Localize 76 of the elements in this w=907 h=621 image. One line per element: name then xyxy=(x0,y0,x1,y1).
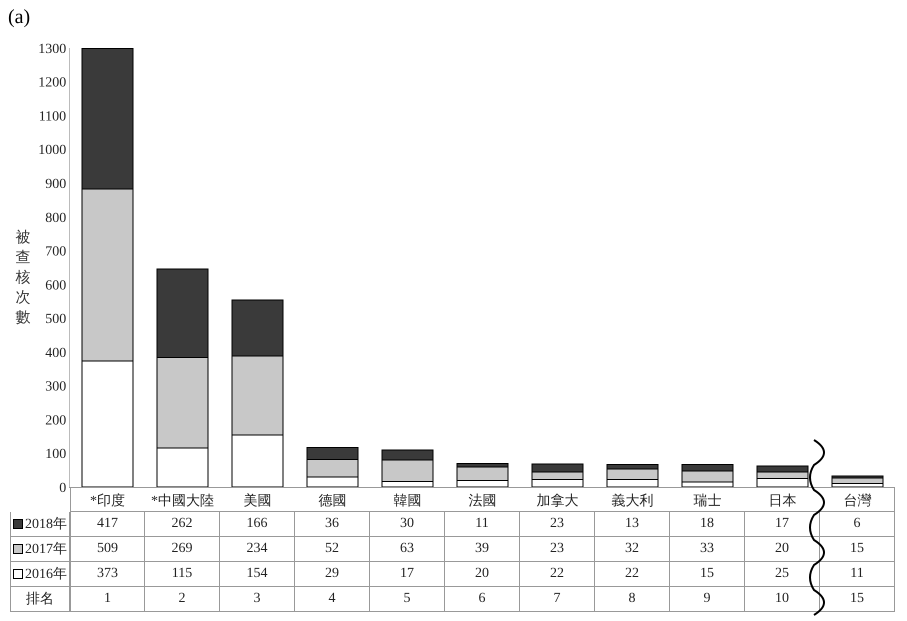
data-label: 166 xyxy=(220,512,295,537)
x-tick-label: 美國 xyxy=(244,492,272,509)
x-tick-label: 加拿大 xyxy=(536,492,578,509)
bar xyxy=(832,478,884,484)
data-label: 509 xyxy=(70,537,145,562)
data-label: 15 xyxy=(670,562,745,587)
data-label: 36 xyxy=(295,512,370,537)
text: 排名 xyxy=(10,587,70,612)
y-tick-label: 1100 xyxy=(38,109,66,124)
text: 1 xyxy=(70,587,145,612)
y-tick-label: 500 xyxy=(45,312,66,328)
y-axis-title: 被查核次數 xyxy=(14,228,32,328)
text: 9 xyxy=(670,587,745,612)
data-label: 417 xyxy=(70,512,145,537)
legend-label: 2018年 xyxy=(25,516,67,533)
data-label: 13 xyxy=(595,512,670,537)
text: 4 xyxy=(295,587,370,612)
text: 7 xyxy=(520,587,595,612)
data-label: 115 xyxy=(145,562,220,587)
data-label: 23 xyxy=(520,537,595,562)
y-tick-label: 300 xyxy=(45,380,66,395)
data-label: 32 xyxy=(595,537,670,562)
y-tick-label: 1000 xyxy=(38,143,66,158)
data-label: 25 xyxy=(745,562,820,587)
y-tick-label: 1300 xyxy=(38,42,66,57)
text: 15 xyxy=(820,587,895,612)
data-label: 18 xyxy=(670,512,745,537)
x-tick-label: *印度 xyxy=(90,492,125,509)
data-label: 20 xyxy=(745,537,820,562)
data-label: 269 xyxy=(145,537,220,562)
chart-title: (a) xyxy=(8,6,30,29)
data-label: 52 xyxy=(295,537,370,562)
y-tick-label: 900 xyxy=(45,176,66,192)
y-tick-label: 700 xyxy=(45,244,66,260)
x-tick-label: 台灣 xyxy=(844,492,872,509)
data-label: 17 xyxy=(745,512,820,537)
y-tick-label: 800 xyxy=(45,210,66,226)
x-tick-label: 韓國 xyxy=(394,492,422,509)
data-label: 20 xyxy=(445,562,520,587)
data-label: 39 xyxy=(445,537,520,562)
x-tick-label: 義大利 xyxy=(612,492,654,509)
text: 3 xyxy=(220,587,295,612)
data-label: 6 xyxy=(820,512,895,537)
y-tick-label: 400 xyxy=(45,346,66,361)
text: 8 xyxy=(595,587,670,612)
y-tick-label: 0 xyxy=(59,480,66,496)
data-label: 30 xyxy=(370,512,445,537)
legend-label: 2017年 xyxy=(25,540,67,558)
data-label: 22 xyxy=(595,562,670,587)
data-label: 373 xyxy=(70,562,145,587)
data-label: 23 xyxy=(520,512,595,537)
text: 5 xyxy=(370,587,445,612)
y-tick-label: 200 xyxy=(45,413,66,428)
data-label: 154 xyxy=(220,562,295,587)
x-tick-label: 日本 xyxy=(768,492,796,509)
y-tick-label: 100 xyxy=(45,447,66,462)
data-label: 33 xyxy=(670,537,745,562)
x-tick-label: 瑞士 xyxy=(694,492,722,509)
data-label: 11 xyxy=(445,512,520,537)
x-tick-label: 德國 xyxy=(318,492,346,509)
data-label: 17 xyxy=(370,562,445,587)
data-label: 15 xyxy=(820,537,895,562)
data-label: 11 xyxy=(820,562,895,587)
x-tick-label: 法國 xyxy=(468,492,496,509)
text: 6 xyxy=(445,587,520,612)
legend-label: 2016年 xyxy=(25,566,67,583)
data-label: 22 xyxy=(520,562,595,587)
y-tick-label: 600 xyxy=(45,278,66,294)
text: 10 xyxy=(745,587,820,612)
data-label: 63 xyxy=(370,537,445,562)
y-tick-label: 1200 xyxy=(38,76,66,91)
x-tick-label: *中國大陸 xyxy=(151,492,214,509)
data-label: 234 xyxy=(220,537,295,562)
text: 2 xyxy=(145,587,220,612)
data-label: 262 xyxy=(145,512,220,537)
data-label: 29 xyxy=(295,562,370,587)
